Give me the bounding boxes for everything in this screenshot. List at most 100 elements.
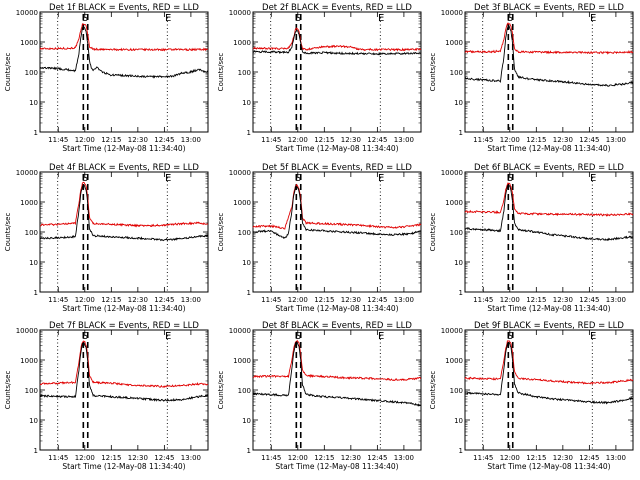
x-tick-label: 12:15 [314,296,334,304]
chart-title: Det 3f BLACK = Events, RED = LLD [474,3,624,13]
end-marker: E [590,173,596,184]
lld-series-line [464,340,634,386]
x-tick-label: 12:45 [579,454,599,462]
events-series-line [39,184,209,242]
y-tick-label: 1 [459,447,463,455]
y-axis-label: Counts/sec [4,213,12,252]
x-tick-label: 12:15 [314,136,334,144]
end-marker: E [590,331,596,342]
start-marker: S [507,331,513,342]
y-axis-label: Counts/sec [429,213,437,252]
x-tick-label: 12:30 [341,296,361,304]
y-tick-label: 1 [459,289,463,297]
x-tick-label: 12:30 [341,136,361,144]
x-axis-label: Start Time (12-May-08 11:34:40) [487,462,610,471]
events-series-line [252,185,422,240]
x-tick-label: 12:15 [526,296,546,304]
y-tick-label: 100 [25,229,38,237]
chart-panel-1: Det 1f BLACK = Events, RED = LLD 1 10 100 10… [4,3,209,153]
end-marker: E [378,173,384,184]
end-marker: E [165,331,171,342]
x-axis-label: Start Time (12-May-08 11:34:40) [487,144,610,153]
x-tick-label: 12:15 [101,136,121,144]
chart-title: Det 2f BLACK = Events, RED = LLD [262,3,412,13]
x-axis-label: Start Time (12-May-08 11:34:40) [275,304,398,313]
chart-title: Det 4f BLACK = Events, RED = LLD [49,163,199,173]
y-tick-label: 10000 [441,327,463,335]
y-tick-label: 10000 [229,9,251,17]
x-tick-label: 11:45 [473,296,493,304]
y-axis-label: Counts/sec [4,53,12,92]
events-series-line [464,184,634,242]
x-tick-label: 13:00 [394,296,414,304]
x-tick-label: 12:45 [367,454,387,462]
x-tick-label: 12:45 [367,296,387,304]
end-marker: E [378,13,384,24]
x-tick-label: 12:00 [75,454,95,462]
y-tick-label: 100 [450,69,463,77]
start-marker: S [507,173,513,184]
x-axis-label: Start Time (12-May-08 11:34:40) [62,462,185,471]
x-tick-label: 11:45 [48,454,68,462]
y-axis-label: Counts/sec [4,371,12,410]
x-tick-label: 12:45 [579,296,599,304]
chart-panel-8: Det 8f BLACK = Events, RED = LLD 1 10 100 10… [217,321,422,471]
x-tick-label: 12:30 [341,454,361,462]
start-marker: S [82,13,88,24]
y-tick-label: 100 [238,387,251,395]
x-tick-label: 12:15 [526,454,546,462]
y-tick-label: 10 [454,417,463,425]
x-tick-label: 13:00 [394,454,414,462]
end-marker: E [165,173,171,184]
y-tick-label: 10000 [229,327,251,335]
y-tick-label: 100 [450,387,463,395]
x-tick-label: 13:00 [606,296,626,304]
x-tick-label: 11:45 [48,296,68,304]
lld-series-line [39,23,209,52]
x-tick-label: 12:00 [500,136,520,144]
start-marker: S [507,13,513,24]
events-series-line [464,25,634,87]
y-tick-label: 10000 [16,327,38,335]
x-tick-label: 12:45 [367,136,387,144]
lld-series-line [464,182,634,217]
y-tick-label: 1 [247,129,251,137]
chart-title: Det 5f BLACK = Events, RED = LLD [262,163,412,173]
x-tick-label: 11:45 [48,136,68,144]
y-tick-label: 10000 [16,169,38,177]
x-tick-label: 12:45 [154,136,174,144]
x-tick-label: 12:45 [579,136,599,144]
x-tick-label: 12:15 [101,454,121,462]
chart-title: Det 7f BLACK = Events, RED = LLD [49,321,199,331]
x-tick-label: 13:00 [606,454,626,462]
y-tick-label: 10000 [441,9,463,17]
start-marker: S [295,331,301,342]
x-tick-label: 13:00 [181,136,201,144]
y-axis-label: Counts/sec [217,213,225,252]
x-tick-label: 11:45 [261,136,281,144]
x-tick-label: 12:30 [128,136,148,144]
y-tick-label: 1000 [233,199,251,207]
chart-title: Det 8f BLACK = Events, RED = LLD [262,321,412,331]
x-tick-label: 12:00 [75,296,95,304]
y-tick-label: 10 [29,99,38,107]
chart-title: Det 1f BLACK = Events, RED = LLD [49,3,199,13]
chart-title: Det 6f BLACK = Events, RED = LLD [474,163,624,173]
y-tick-label: 1000 [445,39,463,47]
y-tick-label: 10 [29,417,38,425]
x-tick-label: 13:00 [394,136,414,144]
events-series-line [40,342,209,402]
y-tick-label: 10000 [16,9,38,17]
y-tick-label: 1 [34,447,38,455]
x-tick-label: 11:45 [473,454,493,462]
x-tick-label: 12:30 [128,296,148,304]
y-tick-label: 1000 [20,199,38,207]
x-tick-label: 13:00 [181,296,201,304]
chart-title: Det 9f BLACK = Events, RED = LLD [474,321,624,331]
end-marker: E [590,13,596,24]
x-tick-label: 12:00 [288,136,308,144]
y-tick-label: 10 [242,259,251,267]
y-tick-label: 100 [238,69,251,77]
